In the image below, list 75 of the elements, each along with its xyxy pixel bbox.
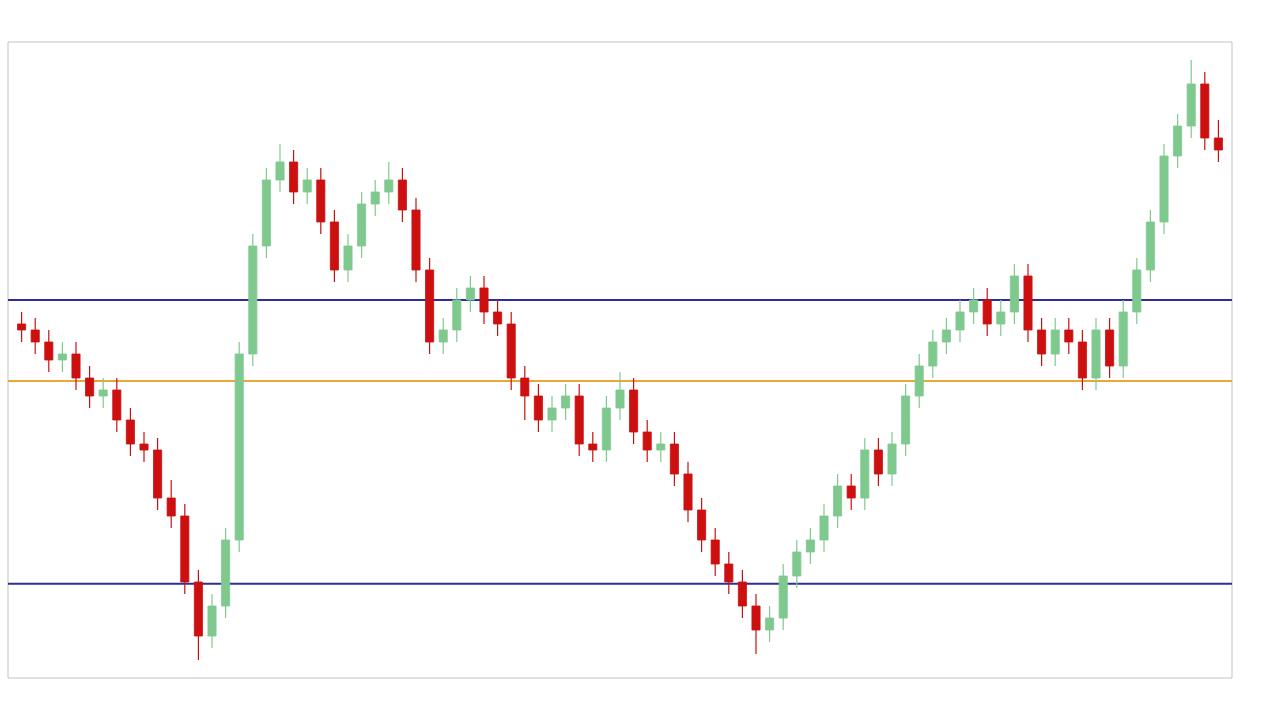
candlestick [520, 365, 530, 421]
candlestick [792, 539, 802, 589]
candlestick [1173, 113, 1183, 169]
candlestick [778, 563, 788, 631]
candlestick [724, 551, 734, 595]
candlestick [316, 167, 326, 235]
candlestick [1077, 329, 1087, 391]
candlestick [846, 473, 856, 511]
candlestick [873, 437, 883, 487]
candlestick [1105, 317, 1115, 379]
candlestick [615, 371, 625, 421]
candlestick [139, 431, 149, 463]
candlestick [465, 275, 475, 313]
candlestick [125, 407, 135, 457]
candlestick [343, 233, 353, 283]
candlestick [697, 497, 707, 553]
candlestick [547, 395, 557, 433]
candlestick [629, 377, 639, 445]
candlestick [384, 161, 394, 205]
candlestick [914, 353, 924, 409]
candlestick [302, 167, 312, 205]
candlestick [955, 299, 965, 343]
candlestick [44, 329, 54, 373]
candlestick [71, 341, 81, 391]
candlestick [574, 383, 584, 457]
candlestick [153, 437, 163, 511]
candlestick [901, 383, 911, 457]
candlestick [1186, 59, 1196, 139]
candlestick [275, 143, 285, 193]
candlestick [329, 209, 339, 283]
candlestick [533, 383, 543, 433]
candlestick [982, 287, 992, 337]
candlestick [1064, 317, 1074, 355]
candlestick [30, 317, 40, 355]
candlestick [710, 527, 720, 577]
candlestick [1050, 317, 1060, 367]
candlestick [1009, 263, 1019, 325]
candlestick [887, 431, 897, 487]
candlestick [969, 287, 979, 325]
candlestick [860, 437, 870, 511]
candlestick [98, 377, 108, 409]
candlestick [601, 395, 611, 463]
candlestick [751, 593, 761, 655]
candlestick [166, 479, 176, 529]
candlestick [561, 383, 571, 421]
candlestick [669, 431, 679, 487]
candlestick [438, 317, 448, 355]
candlestick [1145, 209, 1155, 283]
candlestick [112, 377, 122, 433]
candlestick [765, 605, 775, 643]
candlestick [370, 179, 380, 217]
candlestick [1037, 317, 1047, 367]
candlestick [479, 275, 489, 325]
candlestick [656, 431, 666, 463]
candlestick [289, 149, 299, 205]
candlestick [357, 191, 367, 259]
candlestick [1132, 257, 1142, 325]
candlestick [207, 593, 217, 649]
candlestick [1213, 119, 1223, 163]
candlestick [642, 419, 652, 463]
candlestick [996, 299, 1006, 337]
candlestick [588, 431, 598, 463]
candlestick [928, 329, 938, 379]
candlestick [85, 365, 95, 409]
candlestick [683, 461, 693, 523]
candlestick [17, 311, 27, 343]
candlestick [737, 569, 747, 619]
candlestick [805, 527, 815, 565]
candlestick [57, 341, 67, 373]
candlestick [819, 503, 829, 553]
candlestick [941, 317, 951, 355]
candlestick [452, 287, 462, 343]
candlestick [833, 473, 843, 529]
candlestick [397, 167, 407, 223]
candlestick [493, 299, 503, 337]
